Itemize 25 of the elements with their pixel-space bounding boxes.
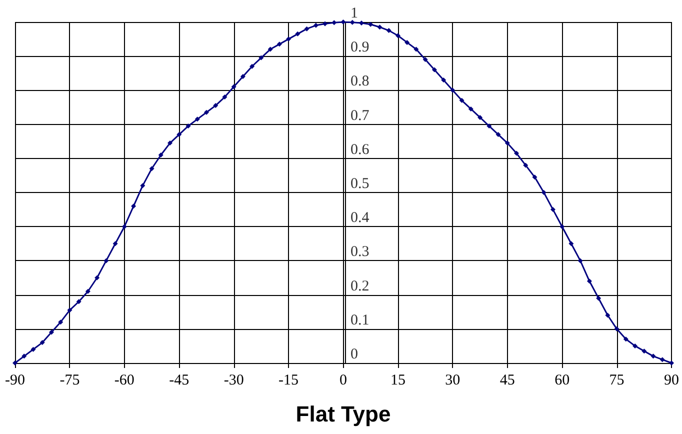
x-tick-label: -60 bbox=[114, 372, 134, 388]
y-tick-label: 0.3 bbox=[350, 244, 370, 260]
x-tick-label: 15 bbox=[390, 372, 406, 388]
x-tick-label: -90 bbox=[5, 372, 25, 388]
x-tick-label: 30 bbox=[445, 372, 460, 388]
x-tick-label: 90 bbox=[664, 372, 679, 388]
y-tick-label: 0.7 bbox=[350, 108, 370, 124]
x-tick-label: -75 bbox=[60, 372, 80, 388]
y-tick-label: 1 bbox=[350, 6, 358, 22]
y-tick-label: 0.5 bbox=[350, 176, 370, 192]
y-tick-label: 0.1 bbox=[350, 312, 370, 328]
x-tick-label: 60 bbox=[554, 372, 570, 388]
x-tick-label: -45 bbox=[169, 372, 190, 388]
y-tick-label: 0.6 bbox=[350, 142, 370, 158]
x-tick-label: 0 bbox=[340, 372, 347, 388]
x-tick-label: -30 bbox=[224, 372, 244, 388]
y-tick-label: 0 bbox=[350, 346, 358, 362]
x-tick-label: -15 bbox=[278, 372, 299, 388]
y-tick-label: 0.9 bbox=[350, 40, 370, 56]
x-tick-label: 75 bbox=[609, 372, 624, 388]
y-tick-label: 0.4 bbox=[350, 210, 370, 226]
y-tick-label: 0.8 bbox=[350, 74, 370, 90]
y-tick-label: 0.2 bbox=[350, 278, 370, 294]
x-axis-title: Flat Type bbox=[296, 402, 391, 426]
x-tick-label: 45 bbox=[500, 372, 515, 388]
